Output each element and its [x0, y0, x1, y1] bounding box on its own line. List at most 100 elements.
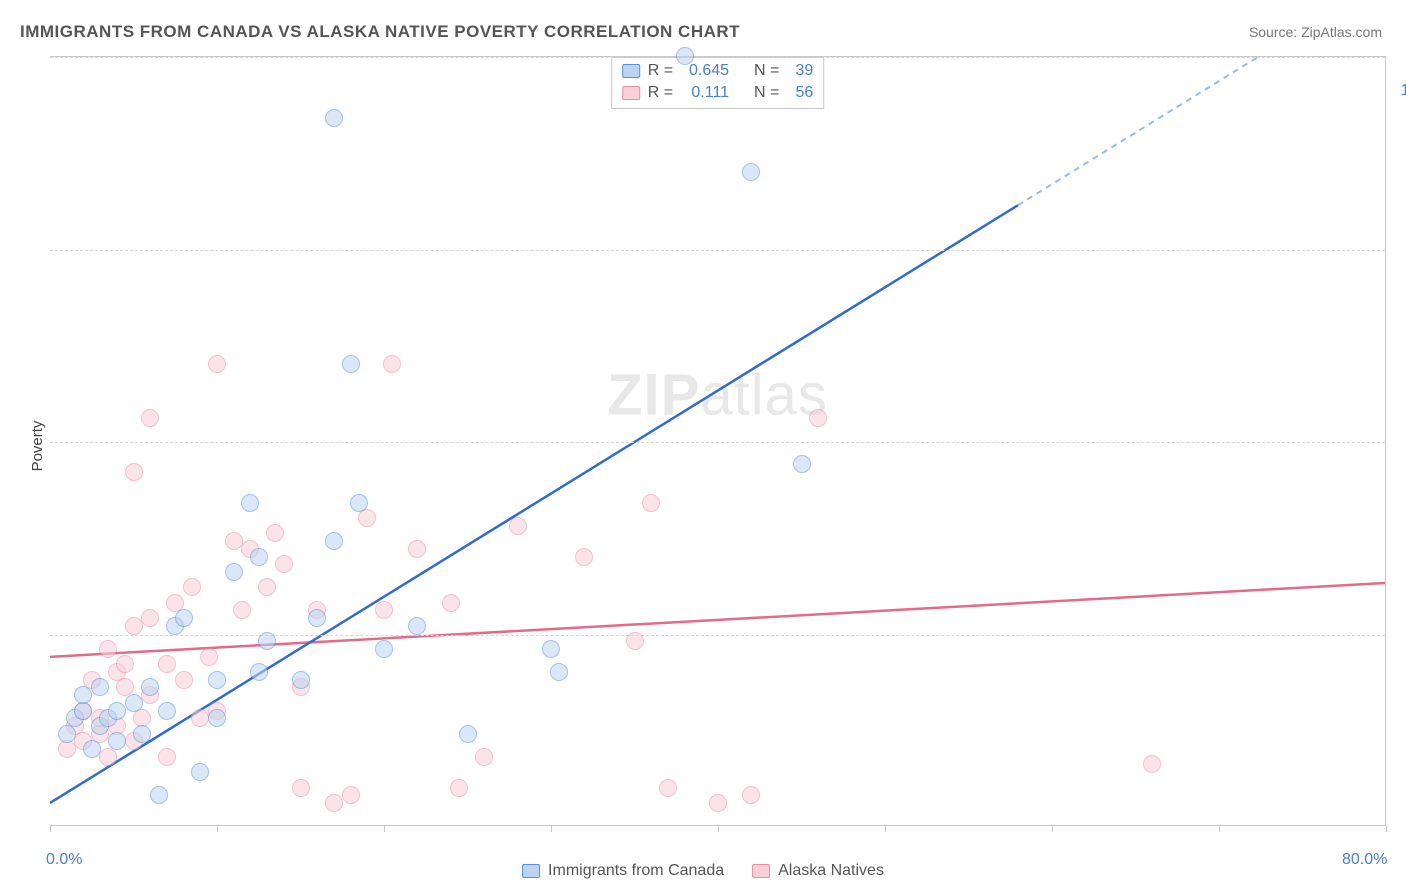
scatter-point-blue	[208, 671, 226, 689]
legend-series: Immigrants from Canada Alaska Natives	[522, 862, 884, 880]
legend-row-pink: R = 0.111 N = 56	[622, 82, 814, 104]
legend-label-blue: Immigrants from Canada	[548, 862, 724, 880]
scatter-point-pink	[99, 640, 117, 658]
scatter-point-pink	[575, 548, 593, 566]
scatter-point-pink	[116, 655, 134, 673]
scatter-point-blue	[408, 617, 426, 635]
scatter-point-blue	[241, 494, 259, 512]
scatter-point-pink	[125, 463, 143, 481]
scatter-point-pink	[659, 779, 677, 797]
scatter-point-pink	[275, 555, 293, 573]
scatter-point-pink	[191, 709, 209, 727]
legend-swatch-pink	[622, 86, 640, 100]
scatter-point-pink	[99, 748, 117, 766]
scatter-point-blue	[292, 671, 310, 689]
scatter-point-blue	[258, 632, 276, 650]
scatter-point-pink	[292, 779, 310, 797]
scatter-point-pink	[809, 409, 827, 427]
source-credit: Source: ZipAtlas.com	[1249, 24, 1382, 40]
legend-n-label: N =	[754, 60, 779, 82]
y-axis-label: Poverty	[29, 421, 46, 472]
scatter-point-pink	[175, 671, 193, 689]
scatter-point-blue	[676, 47, 694, 65]
watermark-bold: ZIP	[607, 363, 700, 428]
scatter-point-blue	[350, 494, 368, 512]
legend-n-pink: 56	[787, 82, 813, 104]
legend-swatch-pink-2	[752, 864, 770, 878]
legend-r-pink: 0.111	[681, 82, 729, 104]
scatter-point-blue	[375, 640, 393, 658]
scatter-point-blue	[133, 725, 151, 743]
scatter-point-pink	[208, 355, 226, 373]
x-tick	[885, 826, 886, 832]
scatter-point-blue	[208, 709, 226, 727]
scatter-point-pink	[233, 601, 251, 619]
scatter-point-pink	[200, 648, 218, 666]
legend-swatch-blue-2	[522, 864, 540, 878]
scatter-point-pink	[709, 794, 727, 812]
scatter-point-blue	[108, 732, 126, 750]
x-tick	[1052, 826, 1053, 832]
scatter-point-blue	[74, 686, 92, 704]
legend-n-blue: 39	[787, 60, 813, 82]
x-tick	[718, 826, 719, 832]
scatter-point-pink	[141, 409, 159, 427]
x-tick	[384, 826, 385, 832]
scatter-point-pink	[158, 748, 176, 766]
x-tick-label: 80.0%	[1342, 851, 1387, 869]
scatter-point-blue	[742, 163, 760, 181]
gridline-h	[50, 57, 1385, 58]
scatter-point-blue	[250, 548, 268, 566]
scatter-point-pink	[626, 632, 644, 650]
x-tick	[217, 826, 218, 832]
scatter-point-pink	[325, 794, 343, 812]
scatter-point-pink	[125, 617, 143, 635]
scatter-point-pink	[358, 509, 376, 527]
y-tick-label: 25.0%	[1395, 660, 1406, 678]
scatter-point-blue	[250, 663, 268, 681]
scatter-point-pink	[225, 532, 243, 550]
scatter-point-blue	[74, 702, 92, 720]
scatter-point-blue	[542, 640, 560, 658]
scatter-point-pink	[183, 578, 201, 596]
scatter-point-pink	[258, 578, 276, 596]
legend-n-label-2: N =	[754, 82, 779, 104]
scatter-point-pink	[742, 786, 760, 804]
scatter-point-blue	[58, 725, 76, 743]
scatter-point-pink	[158, 655, 176, 673]
scatter-point-pink	[1143, 755, 1161, 773]
scatter-point-blue	[191, 763, 209, 781]
scatter-point-pink	[642, 494, 660, 512]
scatter-point-pink	[342, 786, 360, 804]
x-tick	[50, 826, 51, 832]
gridline-h	[50, 442, 1385, 443]
scatter-point-blue	[150, 786, 168, 804]
scatter-point-blue	[325, 532, 343, 550]
legend-item-pink: Alaska Natives	[752, 862, 884, 880]
scatter-point-pink	[442, 594, 460, 612]
scatter-point-blue	[325, 109, 343, 127]
scatter-point-blue	[225, 563, 243, 581]
y-tick-label: 50.0%	[1395, 467, 1406, 485]
legend-label-pink: Alaska Natives	[778, 862, 884, 880]
scatter-point-pink	[58, 740, 76, 758]
legend-swatch-blue	[622, 64, 640, 78]
y-tick-label: 75.0%	[1395, 275, 1406, 293]
legend-r-label: R =	[648, 60, 673, 82]
x-tick	[1386, 826, 1387, 832]
scatter-point-blue	[108, 702, 126, 720]
scatter-point-blue	[158, 702, 176, 720]
legend-row-blue: R = 0.645 N = 39	[622, 60, 814, 82]
x-tick	[1219, 826, 1220, 832]
scatter-point-pink	[383, 355, 401, 373]
scatter-point-blue	[175, 609, 193, 627]
scatter-point-blue	[550, 663, 568, 681]
legend-r-label-2: R =	[648, 82, 673, 104]
scatter-point-pink	[141, 609, 159, 627]
gridline-h	[50, 635, 1385, 636]
gridline-h	[50, 250, 1385, 251]
scatter-point-blue	[308, 609, 326, 627]
y-tick-label: 100.0%	[1395, 82, 1406, 100]
scatter-point-blue	[793, 455, 811, 473]
scatter-point-blue	[342, 355, 360, 373]
